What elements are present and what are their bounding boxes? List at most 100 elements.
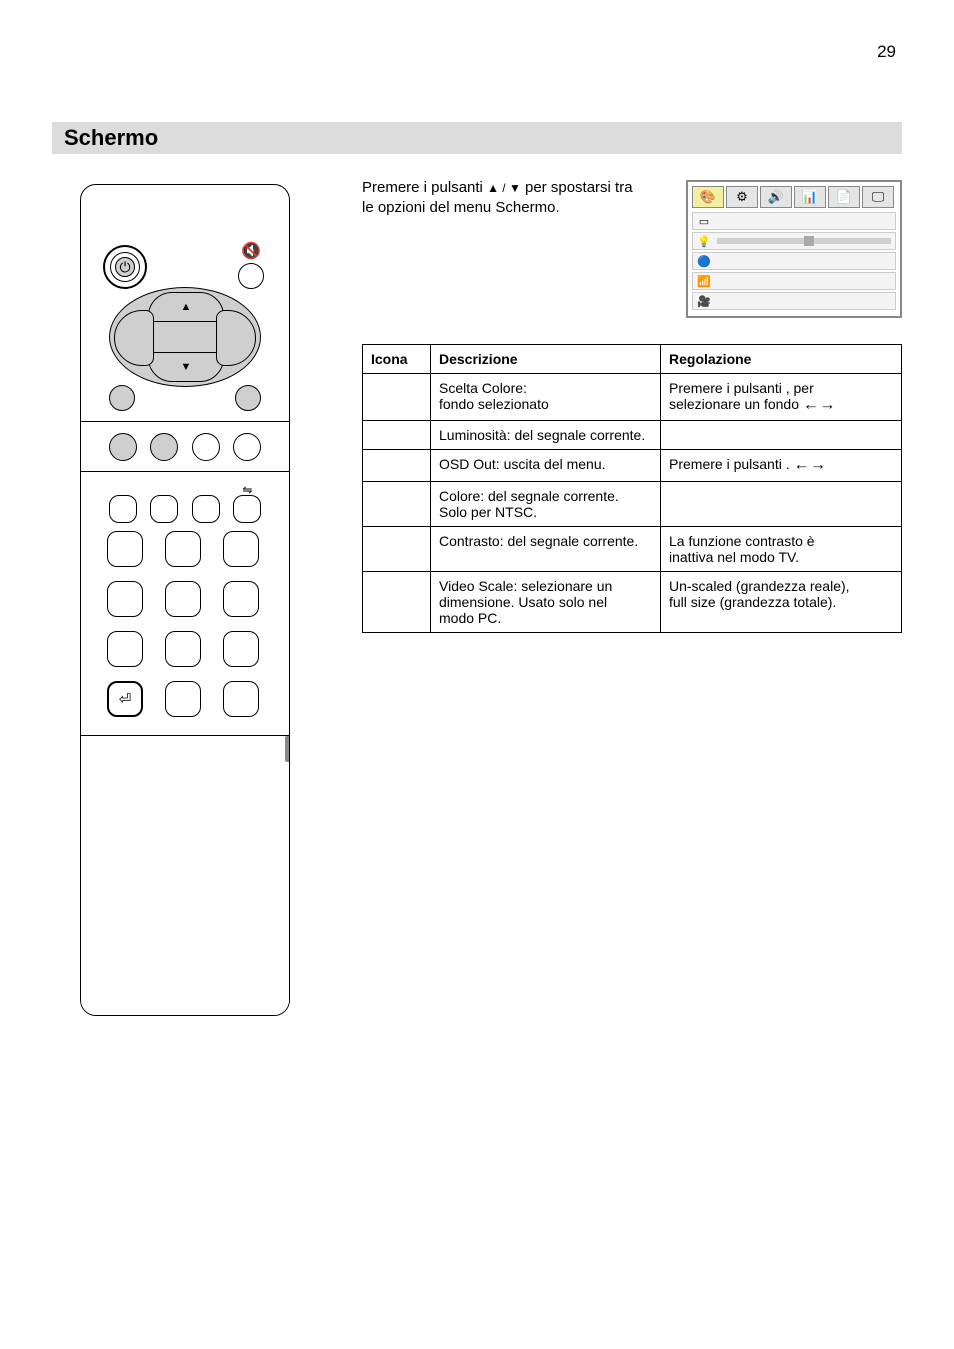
remote-top: ⏻ 🔇 ▲ ▼ xyxy=(81,185,289,735)
numpad-4[interactable] xyxy=(107,581,143,617)
td-icon xyxy=(363,421,431,450)
td-adj: Premere i pulsanti . ← → xyxy=(661,450,902,481)
osd-row1-icon: ▭ xyxy=(697,215,711,227)
color-button-row xyxy=(81,433,289,461)
td-adj-text: Premere i pulsanti , per selezionare un … xyxy=(669,380,814,412)
mute-button[interactable] xyxy=(238,263,264,289)
td-icon xyxy=(363,571,431,632)
dpad: ▲ ▼ xyxy=(109,287,261,387)
divider-2 xyxy=(81,471,289,472)
menu-button[interactable] xyxy=(109,385,135,411)
swap-button-wrap: ⇋ xyxy=(233,483,261,523)
options-table: Icona Descrizione Regolazione Scelta Col… xyxy=(362,344,902,633)
up-arrow-icon: ▲ xyxy=(181,301,192,313)
fn-button-2[interactable] xyxy=(150,495,178,523)
remote-column: ⏻ 🔇 ▲ ▼ xyxy=(80,184,312,1016)
select-button[interactable] xyxy=(235,385,261,411)
dpad-left[interactable] xyxy=(114,310,154,366)
numpad-8[interactable] xyxy=(165,631,201,667)
fn-button-3[interactable] xyxy=(192,495,220,523)
power-icon: ⏻ xyxy=(119,259,130,276)
osd-row-3: 🔵 xyxy=(692,252,896,270)
table-header-row: Icona Descrizione Regolazione xyxy=(363,345,902,374)
color-button-1[interactable] xyxy=(109,433,137,461)
osd-tab-4: 📊 xyxy=(794,186,826,208)
right-column: Premere i pulsanti ▲ / ▼ per spostarsi t… xyxy=(362,178,902,225)
dpad-right[interactable] xyxy=(216,310,256,366)
osd-tab-2: ⚙ xyxy=(726,186,758,208)
up-down-arrows-icon: ▲ / ▼ xyxy=(487,181,521,195)
color-button-2[interactable] xyxy=(150,433,178,461)
numpad-7[interactable] xyxy=(107,631,143,667)
numpad-6[interactable] xyxy=(223,581,259,617)
osd-slider xyxy=(717,238,891,244)
mute-button-wrap: 🔇 xyxy=(235,241,267,289)
section-title-bar: Schermo xyxy=(52,122,902,154)
mute-icon: 🔇 xyxy=(235,241,267,261)
dpad-up[interactable]: ▲ xyxy=(148,292,224,322)
osd-tab-3: 🔊 xyxy=(760,186,792,208)
osd-tab-1: 🎨 xyxy=(692,186,724,208)
td-adj xyxy=(661,481,902,526)
numpad-9[interactable] xyxy=(223,631,259,667)
numpad-1[interactable] xyxy=(107,531,143,567)
td-adj: La funzione contrasto è inattiva nel mod… xyxy=(661,526,902,571)
dpad-down[interactable]: ▼ xyxy=(148,352,224,382)
td-adj: Un-scaled (grandezza reale), full size (… xyxy=(661,571,902,632)
numpad: ⏎ xyxy=(81,531,289,721)
intro-post: le opzioni del menu Schermo. xyxy=(362,199,560,216)
th-desc: Descrizione xyxy=(431,345,661,374)
osd-row2-icon: 💡 xyxy=(697,235,711,247)
enter-icon: ⏎ xyxy=(119,690,132,708)
td-desc: Video Scale: selezionare un dimensione. … xyxy=(431,571,661,632)
osd-row4-icon: 📶 xyxy=(697,275,711,287)
th-adj: Regolazione xyxy=(661,345,902,374)
osd-tab-5: 📄 xyxy=(828,186,860,208)
function-button-row: ⇋ xyxy=(81,483,289,523)
flip-notch xyxy=(285,736,290,762)
td-desc: Luminosità: del segnale corrente. xyxy=(431,421,661,450)
power-button-ring: ⏻ xyxy=(103,245,147,289)
left-right-arrow-icon: ← → xyxy=(794,457,824,474)
color-button-4[interactable] xyxy=(233,433,261,461)
table-row: Video Scale: selezionare un dimensione. … xyxy=(363,571,902,632)
osd-row-2: 💡 xyxy=(692,232,896,250)
table-row: Contrasto: del segnale corrente. La funz… xyxy=(363,526,902,571)
td-desc: Contrasto: del segnale corrente. xyxy=(431,526,661,571)
intro-mid: per spostarsi tra xyxy=(525,179,633,196)
table-row: Luminosità: del segnale corrente. xyxy=(363,421,902,450)
swap-button[interactable] xyxy=(233,495,261,523)
fn-button-1[interactable] xyxy=(109,495,137,523)
numpad-extra[interactable] xyxy=(223,681,259,717)
page-number: 29 xyxy=(877,42,896,62)
osd-row5-icon: 🎥 xyxy=(697,295,711,307)
numpad-3[interactable] xyxy=(223,531,259,567)
osd-tab-6: 🖵 xyxy=(862,186,894,208)
td-icon xyxy=(363,450,431,481)
intro-pre: Premere i pulsanti xyxy=(362,179,487,196)
numpad-enter[interactable]: ⏎ xyxy=(107,681,143,717)
osd-row-4: 📶 xyxy=(692,272,896,290)
osd-row3-icon: 🔵 xyxy=(697,255,711,267)
osd-tabs: 🎨 ⚙ 🔊 📊 📄 🖵 xyxy=(692,186,896,208)
numpad-2[interactable] xyxy=(165,531,201,567)
power-button[interactable]: ⏻ xyxy=(115,257,135,277)
td-desc: OSD Out: uscita del menu. xyxy=(431,450,661,481)
th-icon: Icona xyxy=(363,345,431,374)
section-title: Schermo xyxy=(64,125,158,151)
color-button-3[interactable] xyxy=(192,433,220,461)
td-icon xyxy=(363,481,431,526)
osd-row-5: 🎥 xyxy=(692,292,896,310)
left-right-arrow-icon: ← → xyxy=(803,396,833,413)
osd-row-1: ▭ xyxy=(692,212,896,230)
table-row: Scelta Colore: fondo selezionato Premere… xyxy=(363,374,902,421)
osd-screenshot: 🎨 ⚙ 🔊 📊 📄 🖵 ▭ 💡 🔵 📶 🎥 xyxy=(686,180,902,318)
td-icon xyxy=(363,526,431,571)
numpad-5[interactable] xyxy=(165,581,201,617)
divider-1 xyxy=(81,421,289,422)
numpad-0[interactable] xyxy=(165,681,201,717)
td-adj: Premere i pulsanti , per selezionare un … xyxy=(661,374,902,421)
remote-control-illustration: ⏻ 🔇 ▲ ▼ xyxy=(80,184,290,1016)
td-adj xyxy=(661,421,902,450)
td-adj-text: Premere i pulsanti . xyxy=(669,456,790,472)
